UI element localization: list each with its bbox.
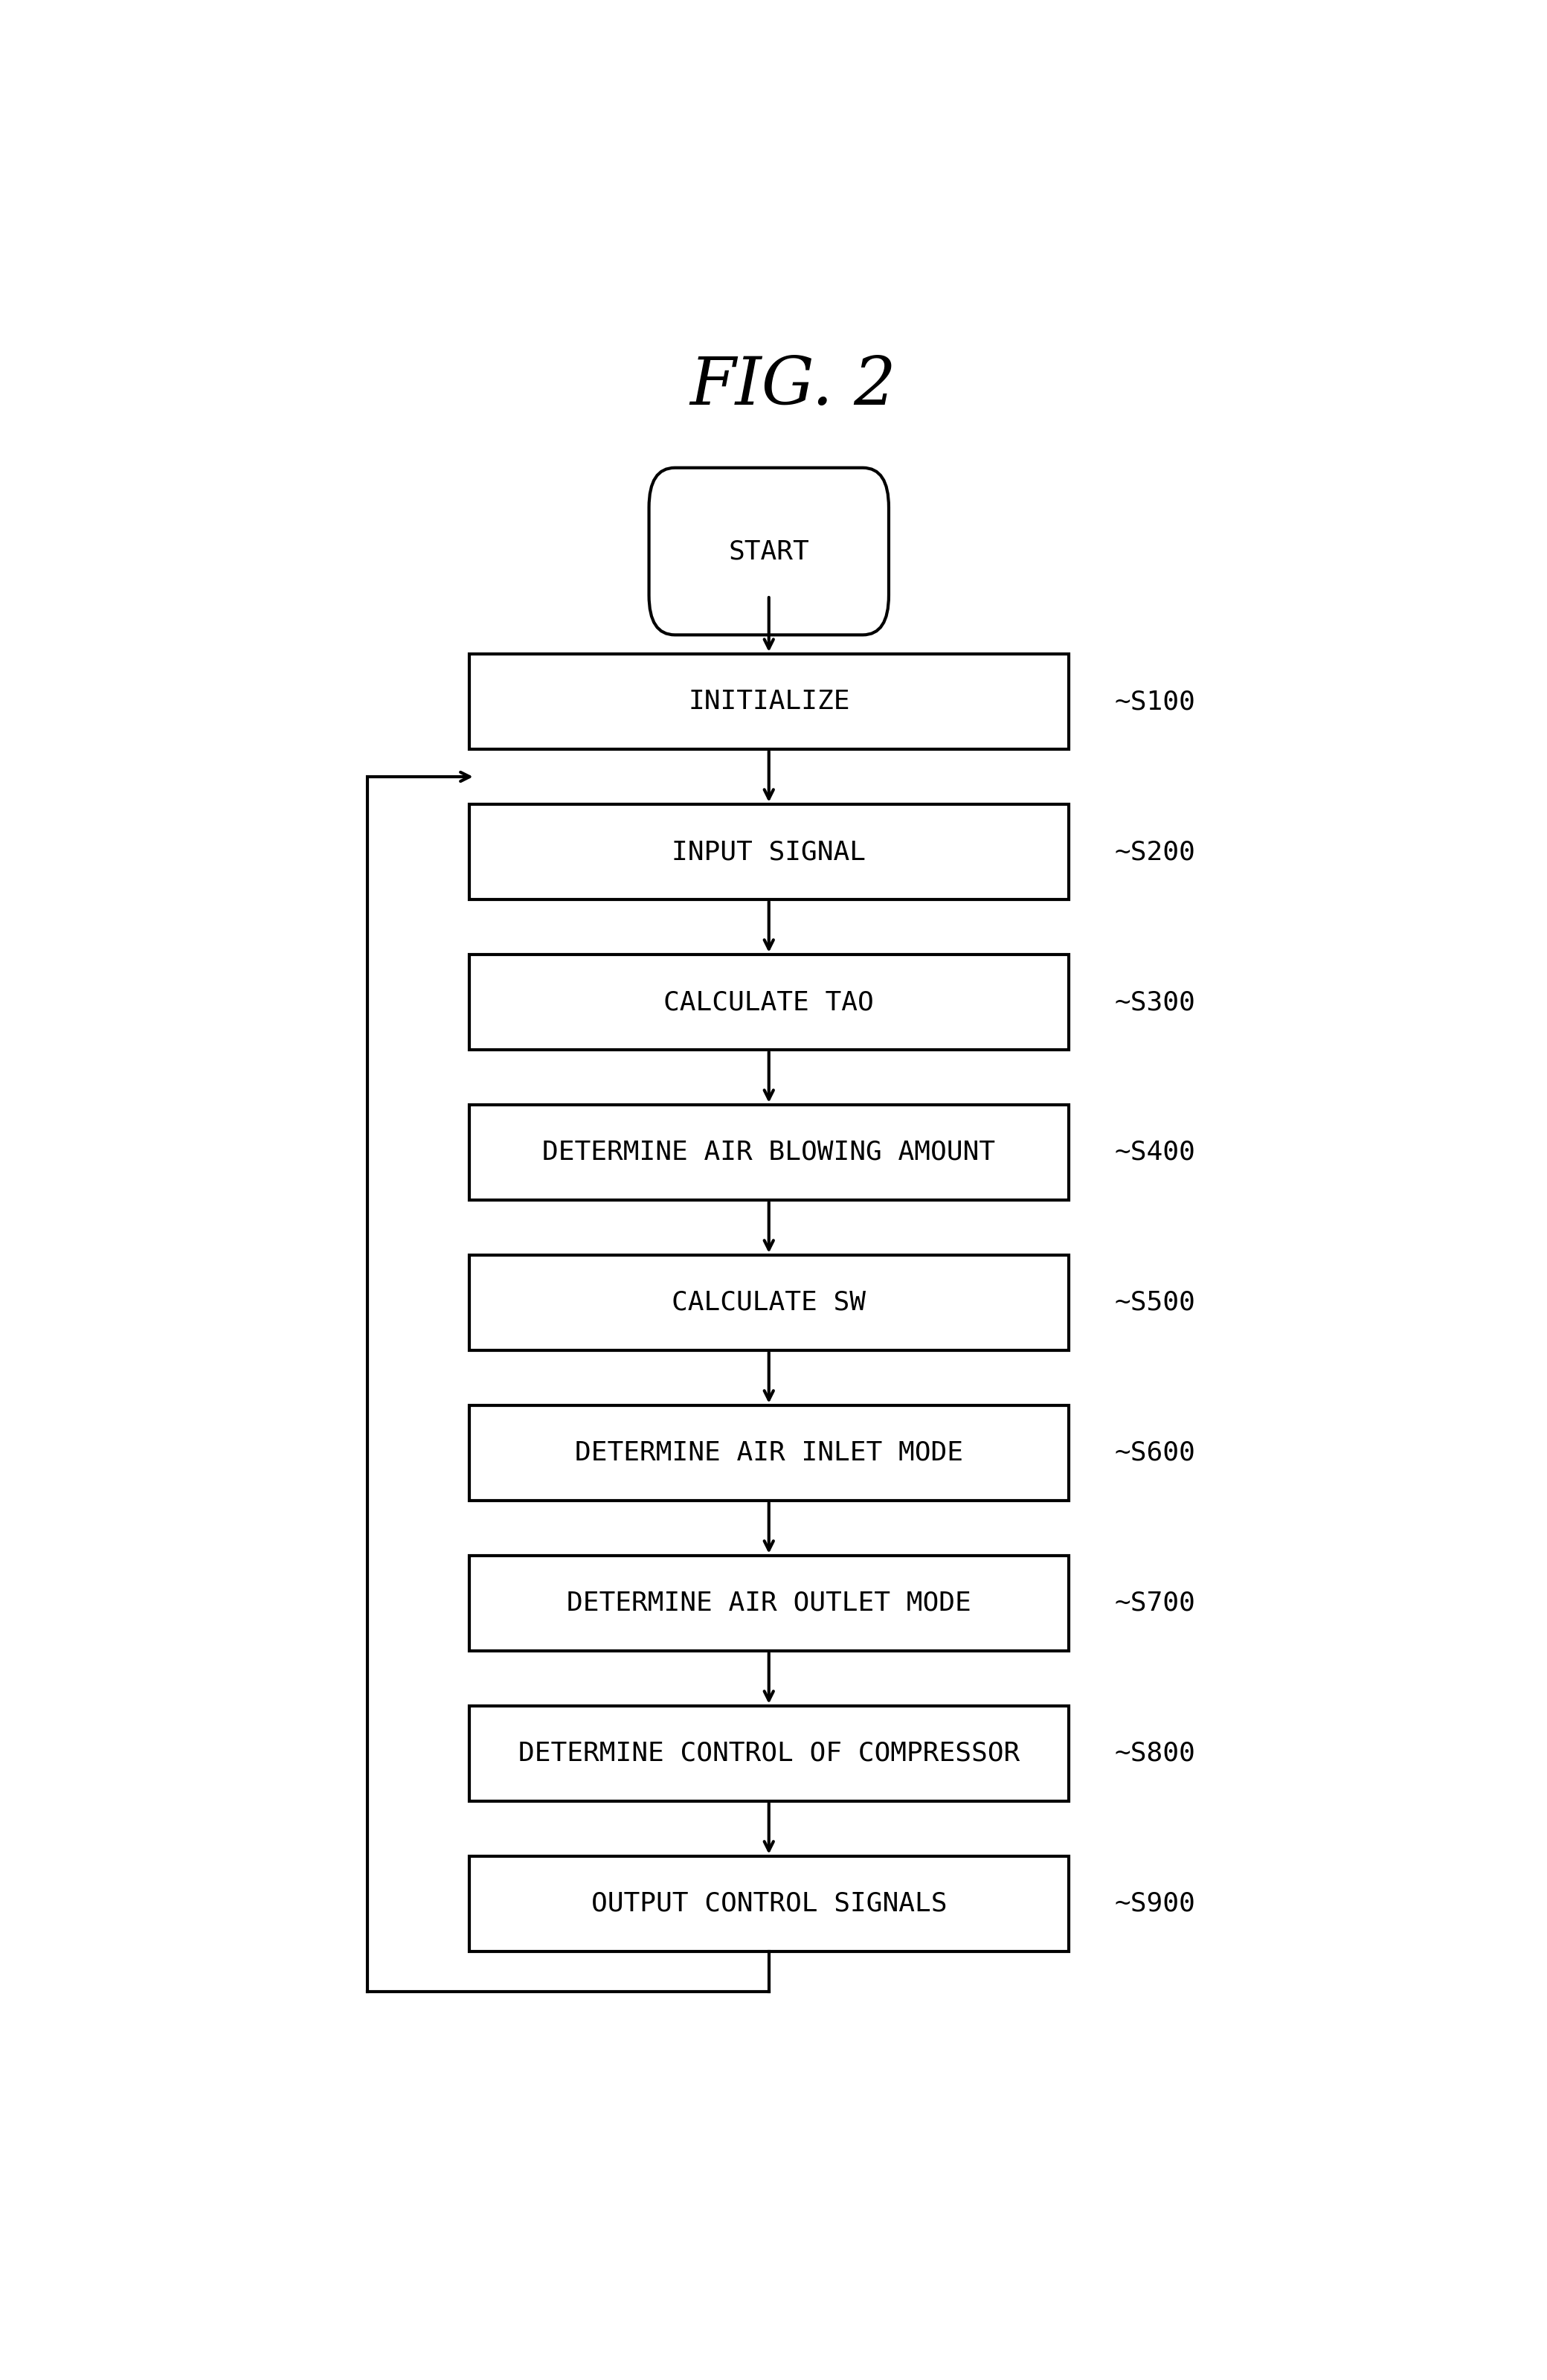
- Text: DETERMINE AIR BLOWING AMOUNT: DETERMINE AIR BLOWING AMOUNT: [543, 1140, 995, 1166]
- Bar: [469, 1706, 1069, 1802]
- Bar: [469, 954, 1069, 1050]
- Text: FIG. 2: FIG. 2: [690, 355, 896, 419]
- Bar: [469, 1404, 1069, 1502]
- Text: ~S200: ~S200: [1114, 840, 1194, 864]
- Text: ~S600: ~S600: [1114, 1440, 1194, 1466]
- Bar: [469, 1254, 1069, 1349]
- Text: ~S300: ~S300: [1114, 990, 1194, 1014]
- Text: START: START: [729, 538, 809, 564]
- Text: ~S700: ~S700: [1114, 1590, 1194, 1616]
- Text: ~S800: ~S800: [1114, 1740, 1194, 1766]
- Text: OUTPUT CONTROL SIGNALS: OUTPUT CONTROL SIGNALS: [591, 1892, 947, 1916]
- Bar: [469, 804, 1069, 900]
- Text: ~S900: ~S900: [1114, 1892, 1194, 1916]
- Text: DETERMINE AIR INLET MODE: DETERMINE AIR INLET MODE: [575, 1440, 962, 1466]
- Text: CALCULATE SW: CALCULATE SW: [671, 1290, 866, 1316]
- Text: ~S400: ~S400: [1114, 1140, 1194, 1166]
- FancyBboxPatch shape: [650, 469, 888, 635]
- Text: ~S500: ~S500: [1114, 1290, 1194, 1316]
- Text: DETERMINE CONTROL OF COMPRESSOR: DETERMINE CONTROL OF COMPRESSOR: [518, 1740, 1019, 1766]
- Bar: [469, 1557, 1069, 1652]
- Bar: [469, 1104, 1069, 1200]
- Bar: [469, 654, 1069, 750]
- Text: INITIALIZE: INITIALIZE: [688, 688, 849, 714]
- Text: CALCULATE TAO: CALCULATE TAO: [664, 990, 874, 1014]
- Text: DETERMINE AIR OUTLET MODE: DETERMINE AIR OUTLET MODE: [566, 1590, 972, 1616]
- Bar: [469, 1856, 1069, 1952]
- Text: ~S100: ~S100: [1114, 688, 1194, 714]
- Text: INPUT SIGNAL: INPUT SIGNAL: [671, 840, 866, 864]
